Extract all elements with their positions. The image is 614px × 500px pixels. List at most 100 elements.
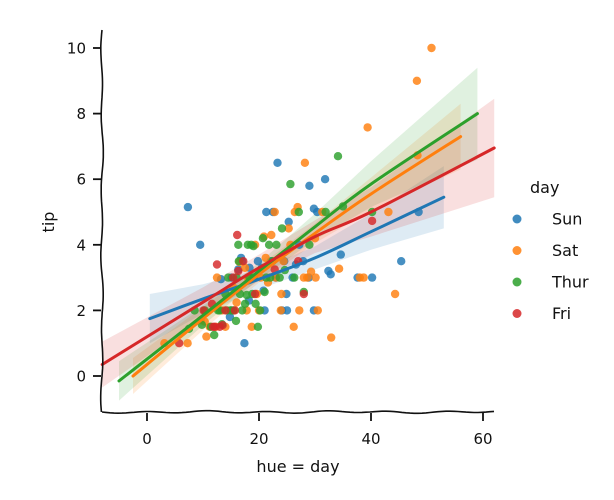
point-sat xyxy=(247,322,256,331)
point-sat xyxy=(303,273,312,282)
point-thur xyxy=(258,234,268,243)
fit-line-fri xyxy=(100,146,496,366)
point-sat xyxy=(412,76,422,86)
point-sat xyxy=(284,224,293,233)
point-fri xyxy=(234,266,243,276)
point-thur xyxy=(321,207,330,217)
point-thur xyxy=(286,179,295,189)
point-thur xyxy=(264,240,274,249)
point-thur xyxy=(238,306,247,315)
point-thur xyxy=(260,287,269,297)
point-sat xyxy=(183,339,192,348)
point-thur xyxy=(277,224,287,233)
x-tick-label: 40 xyxy=(361,430,380,448)
point-sun xyxy=(367,273,377,282)
point-sun xyxy=(225,312,235,322)
point-sun xyxy=(336,250,345,259)
point-fri xyxy=(230,306,240,315)
point-sun xyxy=(240,339,249,348)
legend-marker-thur xyxy=(512,277,522,287)
point-fri xyxy=(218,321,227,330)
y-axis-ticks: 0 2 4 6 8 10 xyxy=(67,40,101,386)
point-thur xyxy=(240,299,250,308)
point-sat xyxy=(232,298,241,307)
point-thur xyxy=(333,152,343,161)
y-tick-label: 4 xyxy=(76,236,86,254)
point-sat xyxy=(363,123,372,132)
legend-label-sat: Sat xyxy=(552,241,578,260)
point-sun xyxy=(253,257,263,266)
legend-label-thur: Thur xyxy=(551,273,589,292)
point-sun xyxy=(282,306,292,315)
point-thur xyxy=(272,240,281,249)
point-thur xyxy=(231,316,241,326)
point-fri xyxy=(233,230,242,240)
point-sat xyxy=(327,333,336,342)
point-fri xyxy=(367,216,377,226)
point-fri xyxy=(221,306,230,315)
point-sun xyxy=(397,257,406,266)
confidence-bands xyxy=(102,67,495,401)
legend-marker-sat xyxy=(512,246,522,255)
point-sat xyxy=(240,263,250,272)
ci-band-thur xyxy=(119,67,478,401)
point-sun xyxy=(183,202,193,212)
x-tick-label: 0 xyxy=(142,430,152,448)
y-tick-label: 6 xyxy=(76,171,86,189)
point-sun xyxy=(284,217,293,226)
point-sun xyxy=(196,240,205,249)
y-tick-label: 10 xyxy=(67,40,86,58)
point-fri xyxy=(250,289,260,299)
point-sat xyxy=(295,306,304,315)
point-thur xyxy=(210,330,219,340)
point-sat xyxy=(384,207,393,217)
ci-band-sat xyxy=(133,103,461,395)
point-sat xyxy=(270,207,279,217)
point-thur xyxy=(294,207,303,217)
point-fri xyxy=(239,257,248,266)
point-thur xyxy=(253,322,263,331)
point-sat xyxy=(276,306,285,315)
point-sun xyxy=(273,158,282,167)
point-sun xyxy=(305,181,314,190)
point-sat xyxy=(427,43,436,53)
point-sat xyxy=(202,332,211,341)
point-sun xyxy=(262,207,271,217)
y-axis-line xyxy=(99,29,105,413)
fit-line-thur xyxy=(117,112,479,383)
point-sun xyxy=(326,270,335,279)
point-sat xyxy=(267,230,276,240)
point-thur xyxy=(275,273,284,282)
legend-marker-sun xyxy=(512,214,522,224)
point-thur xyxy=(251,299,260,308)
point-fri xyxy=(212,260,222,269)
point-sat xyxy=(311,273,320,282)
point-sat xyxy=(359,273,368,282)
point-sun xyxy=(320,175,330,184)
x-tick-label: 20 xyxy=(249,430,268,448)
point-sat xyxy=(390,289,400,299)
point-thur xyxy=(255,306,265,315)
x-tick-label: 60 xyxy=(473,430,492,448)
point-sat xyxy=(313,306,322,315)
regression-lines xyxy=(100,112,496,383)
point-sat xyxy=(306,267,316,276)
y-tick-label: 2 xyxy=(76,302,86,320)
y-tick-label: 8 xyxy=(76,105,86,123)
point-sat xyxy=(300,158,310,167)
y-axis-title: tip xyxy=(39,212,58,233)
legend-marker-fri xyxy=(512,309,522,318)
point-thur xyxy=(290,273,299,282)
x-axis-title: hue = day xyxy=(256,457,339,476)
point-thur xyxy=(234,240,243,249)
point-fri xyxy=(229,273,238,282)
point-thur xyxy=(249,241,258,251)
legend: day Sun Sat Thur Fri xyxy=(512,178,589,323)
legend-title: day xyxy=(530,178,559,197)
x-axis-ticks: 0 20 40 60 xyxy=(142,413,493,448)
series-thur xyxy=(184,152,377,340)
point-sat xyxy=(289,322,298,331)
point-sat xyxy=(277,289,286,299)
x-axis-line xyxy=(101,409,495,415)
